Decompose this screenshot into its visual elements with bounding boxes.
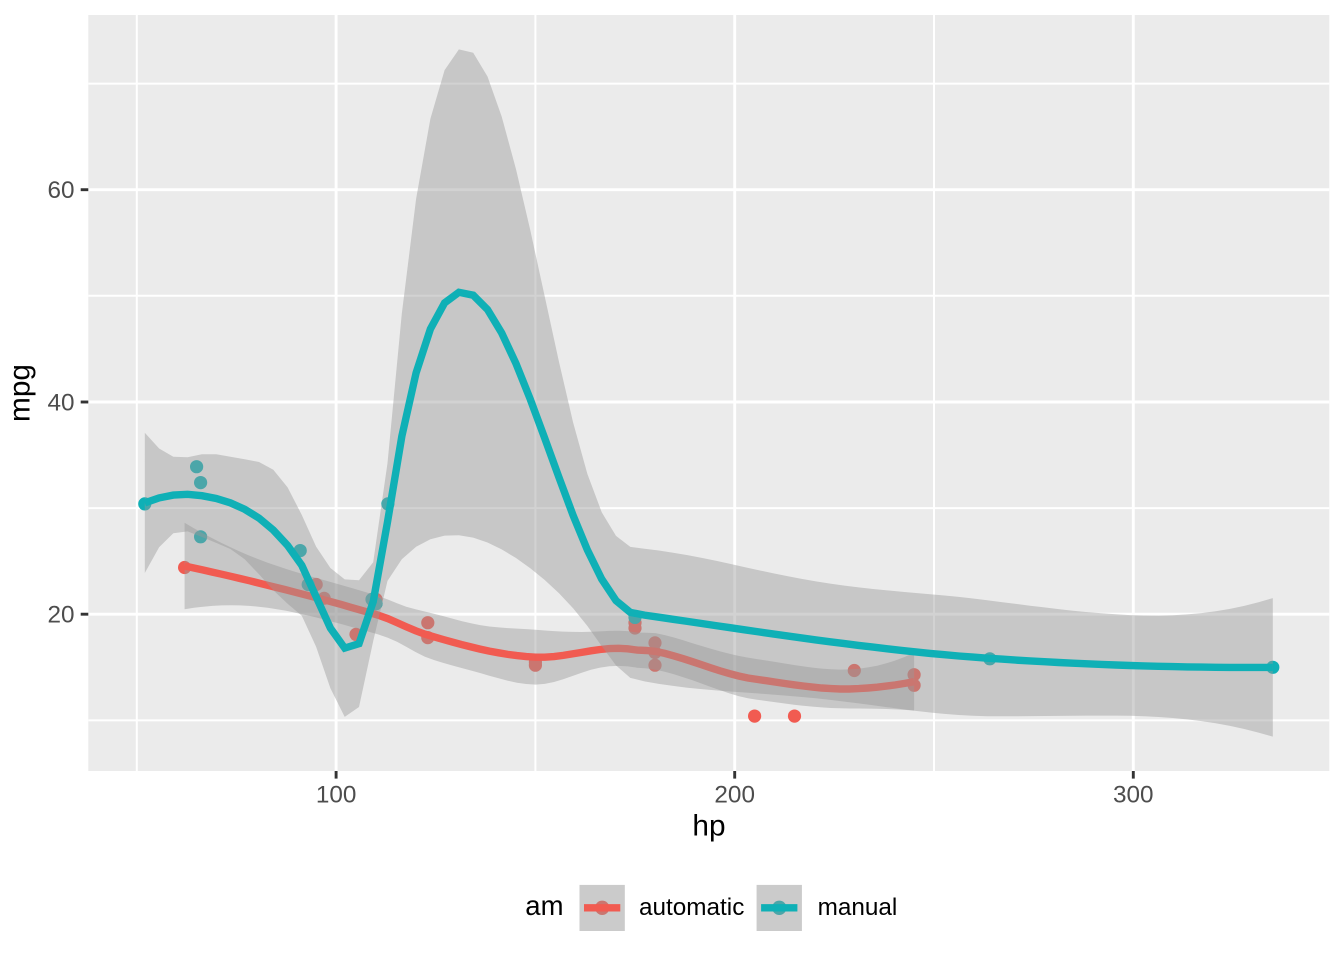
svg-text:manual: manual (818, 894, 898, 921)
svg-text:hp: hp (692, 809, 725, 842)
svg-text:automatic: automatic (639, 894, 744, 921)
svg-text:300: 300 (1113, 782, 1154, 809)
svg-text:100: 100 (316, 782, 357, 809)
svg-text:am: am (525, 890, 563, 921)
svg-text:200: 200 (714, 782, 755, 809)
svg-text:20: 20 (47, 602, 74, 629)
svg-text:mpg: mpg (4, 364, 37, 422)
svg-text:60: 60 (47, 177, 74, 204)
svg-text:40: 40 (47, 389, 74, 416)
